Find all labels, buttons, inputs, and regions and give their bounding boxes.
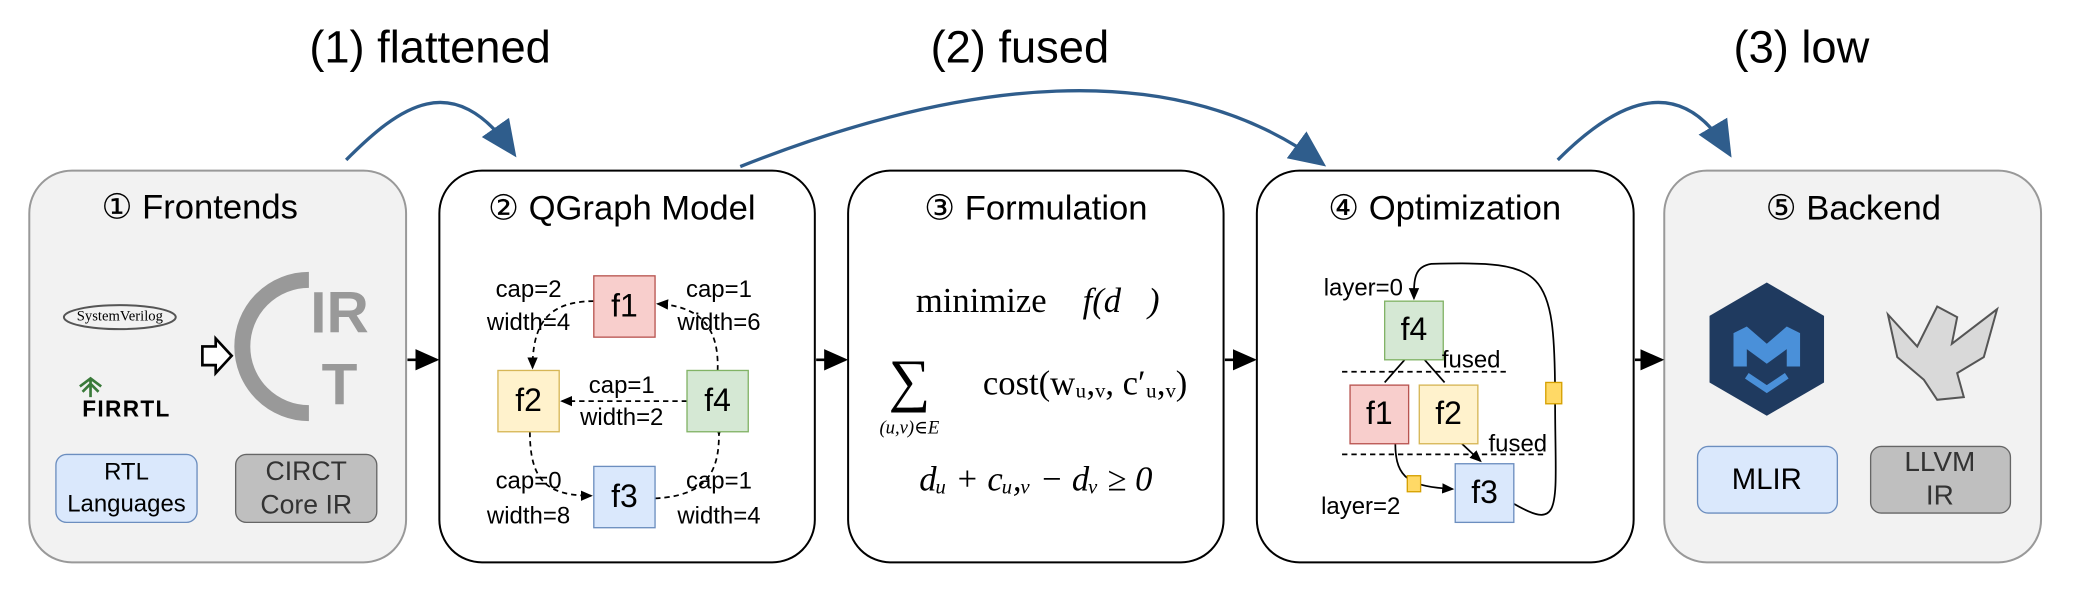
node <box>593 275 656 338</box>
logo-text: IR <box>310 281 369 346</box>
edge <box>529 431 593 501</box>
formula: ∑ <box>888 348 930 413</box>
layer-label: layer=2 <box>1321 493 1400 520</box>
node-label: f1 <box>611 287 638 323</box>
curve-arrow <box>1556 100 1732 162</box>
panel-title: ⑤ Backend <box>1766 190 1941 228</box>
circt-logo <box>234 271 310 422</box>
box-label: Languages <box>67 490 186 517</box>
node-label: f1 <box>1366 395 1393 431</box>
edge-label: width=2 <box>579 404 663 431</box>
edge-label: cap=1 <box>686 276 752 303</box>
node-label: f4 <box>704 382 731 418</box>
edge-label: width=6 <box>676 309 760 336</box>
edge-label: width=4 <box>676 502 760 529</box>
edge-label: width=8 <box>486 502 570 529</box>
mlir-logo <box>1744 373 1789 394</box>
box-label: RTL <box>104 458 149 485</box>
node-label: f2 <box>515 382 542 418</box>
node <box>686 369 749 433</box>
node <box>1454 463 1515 524</box>
edge-label: cap=2 <box>496 276 562 303</box>
box-label: Core IR <box>260 489 352 519</box>
logo-text: SystemVerilog <box>77 309 164 325</box>
node-label: f2 <box>1435 395 1462 431</box>
box <box>1696 445 1839 514</box>
node <box>1349 384 1410 445</box>
panel-title: ② QGraph Model <box>488 190 756 228</box>
formula: minimize <box>916 282 1047 320</box>
formula: (u,v)∈E <box>879 417 939 438</box>
fused-label: fused <box>1442 346 1501 373</box>
stage-label: (3) low <box>1734 22 1870 73</box>
node <box>593 465 656 529</box>
box-label: MLIR <box>1732 463 1802 496</box>
edge-label: width=4 <box>486 309 570 336</box>
node-label: f3 <box>611 478 638 514</box>
stage-label: (1) flattened <box>309 22 550 73</box>
box-label: LLVM <box>1904 446 1975 477</box>
curve-arrow <box>344 100 517 162</box>
node-label: f4 <box>1401 311 1428 347</box>
edge <box>655 299 719 371</box>
edge <box>527 300 594 370</box>
edge-label: cap=0 <box>496 468 562 495</box>
buffer <box>1406 475 1422 493</box>
back-edge <box>1408 262 1557 516</box>
formula: dᵤ + cᵤ,ᵥ − dᵥ ≥ 0 <box>919 460 1152 498</box>
box <box>234 453 378 524</box>
hollow-arrow <box>201 335 234 377</box>
logo-text: T <box>322 353 358 418</box>
formula: cost(wᵤ,ᵥ, c′ᵤ,ᵥ) <box>983 364 1187 402</box>
box-label: CIRCT <box>266 456 347 486</box>
node <box>497 369 560 433</box>
buffer <box>1545 381 1563 405</box>
panel-title: ④ Optimization <box>1328 190 1561 228</box>
panel-title: ③ Formulation <box>924 190 1147 228</box>
box <box>1869 445 2012 514</box>
tree-icon <box>79 376 102 398</box>
layer-label: layer=0 <box>1324 274 1403 301</box>
box <box>55 453 198 524</box>
edge-label: cap=1 <box>686 468 752 495</box>
edge <box>1384 359 1481 461</box>
stage-label: (2) fused <box>931 22 1110 73</box>
edge-label: cap=1 <box>589 372 655 399</box>
box-label: IR <box>1926 479 1954 510</box>
panel-title: ① Frontends <box>101 188 297 226</box>
curve-arrow <box>739 89 1327 169</box>
node <box>1418 384 1479 445</box>
node <box>1384 300 1444 361</box>
mlir-logo <box>1733 326 1801 367</box>
logo-text: FIRRTL <box>82 396 170 421</box>
node-label: f3 <box>1471 474 1498 510</box>
llvm-logo <box>1886 305 1999 401</box>
formula: f(d⃗) <box>1083 282 1160 320</box>
fused-label: fused <box>1489 430 1548 457</box>
logo-ring <box>62 304 177 331</box>
